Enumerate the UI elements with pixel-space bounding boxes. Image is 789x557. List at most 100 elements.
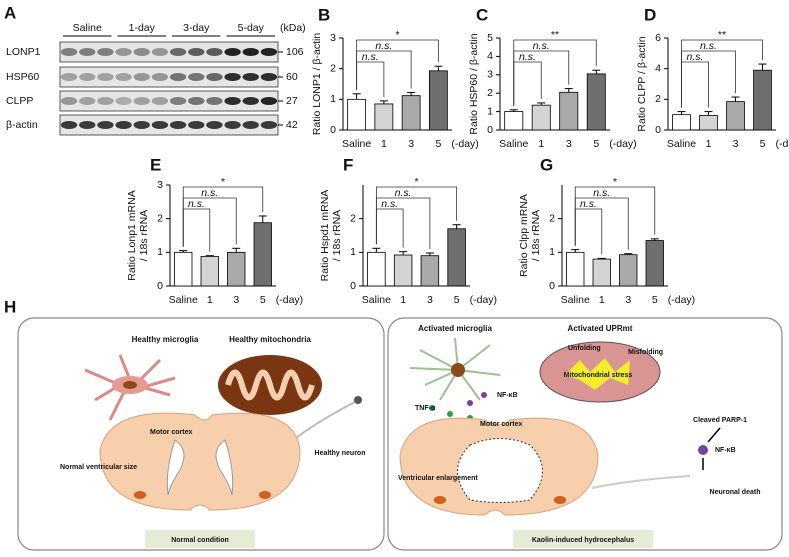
significance-label: n.s.	[201, 187, 218, 199]
nucleus	[123, 381, 137, 389]
blot-band	[169, 121, 187, 129]
blot-band	[115, 97, 132, 105]
diagram-label: Cleaved PARP-1	[693, 417, 747, 424]
significance-label: n.s.	[580, 198, 597, 210]
significance-label: n.s.	[395, 187, 412, 199]
x-tick-label: Saline	[499, 138, 528, 150]
blot-band	[97, 121, 114, 129]
diagram-label: Ventricular enlargement	[398, 475, 478, 482]
blot-band	[79, 73, 96, 81]
y-tick-label: 2	[157, 212, 163, 224]
blot-band	[206, 48, 223, 56]
x-tick-label: 5	[454, 294, 460, 306]
bar	[174, 251, 193, 287]
significance-label: **	[551, 29, 559, 41]
significance-label: n.s.	[375, 40, 392, 52]
ventricle	[166, 439, 234, 496]
panel-label: D	[644, 5, 656, 24]
bar	[504, 111, 524, 131]
blot-band	[242, 97, 259, 105]
blot-band	[115, 48, 132, 56]
right-schematic: Activated microglia Activated UPRmt Unfo…	[387, 317, 783, 551]
bar	[200, 255, 219, 287]
y-tick-label: 2	[330, 62, 336, 74]
y-tick-label: 4	[655, 62, 661, 74]
x-tick-label: 1	[599, 294, 605, 306]
x-tick-label: 1	[400, 294, 406, 306]
y-axis-label: / 18s rRNA	[138, 210, 150, 261]
y-axis-label: Ratio Hspd1 mRNA	[319, 190, 331, 282]
kda-label: 42	[286, 119, 298, 131]
blot-band	[206, 121, 223, 129]
y-tick-label: 6	[655, 32, 661, 44]
x-unit: (-day)	[668, 294, 695, 306]
blot-band	[206, 97, 223, 105]
significance-bracket	[574, 208, 603, 255]
significance-label: n.s.	[533, 40, 550, 52]
x-tick-label: 5	[652, 294, 658, 306]
western-blot: Saline 1-day 3-day 5-day LONP1 106 HSP60 60 CLPP…	[6, 22, 304, 136]
row-label: β-actin	[6, 119, 38, 131]
significance-bracket	[356, 61, 385, 97]
y-tick-label: 0	[549, 280, 555, 292]
blot-band	[151, 73, 169, 81]
blot-band	[115, 121, 132, 129]
nucleus	[451, 363, 465, 377]
blot-band	[224, 97, 241, 105]
group-label: 5-day	[238, 22, 265, 34]
row-label: HSP60	[6, 71, 39, 83]
x-tick-label: 3	[566, 138, 572, 150]
diagram-label: Motor cortex	[150, 429, 193, 436]
diagram-label: Activated microglia	[418, 324, 492, 333]
bar	[699, 115, 718, 131]
blot-band	[260, 48, 278, 56]
significance-label: n.s.	[519, 51, 536, 63]
significance-bracket	[681, 39, 763, 108]
diagram-label: Normal ventricular size	[60, 464, 137, 471]
blot-band	[260, 97, 278, 105]
blot-band	[169, 97, 187, 105]
diagram-label: Unfolding	[568, 345, 601, 352]
blot-band	[188, 73, 205, 81]
panel-label: G	[540, 155, 553, 174]
x-unit: (-day)	[470, 294, 497, 306]
y-axis-label: Ratio Lonp1 mRNA	[126, 190, 138, 280]
significance-bracket	[681, 61, 709, 108]
x-tick-label: 3	[233, 294, 239, 306]
bar	[726, 101, 745, 131]
blot-band	[188, 121, 205, 129]
panel-label: A	[4, 3, 16, 22]
brain-section	[99, 412, 301, 511]
diagram-label: Activated UPRmt	[568, 324, 633, 333]
panel-label: H	[4, 297, 16, 316]
row-label: CLPP	[6, 95, 33, 107]
blot-band	[260, 121, 278, 129]
group-label: Saline	[73, 22, 102, 34]
significance-bracket	[182, 186, 264, 247]
arrow	[707, 427, 721, 443]
blot-band	[79, 97, 96, 105]
axon	[295, 401, 356, 439]
spot	[134, 491, 146, 499]
blot-band	[224, 73, 241, 81]
y-tick-label: 2	[549, 212, 555, 224]
significance-label: **	[718, 29, 726, 41]
x-unit: (-day)	[776, 138, 789, 150]
y-tick-label: 3	[330, 32, 336, 44]
bar	[393, 254, 413, 287]
bar	[753, 69, 772, 131]
bar	[566, 251, 585, 287]
x-tick-label: Saline	[561, 294, 590, 306]
significance-bracket	[513, 61, 542, 106]
spot	[554, 496, 566, 504]
significance-label: n.s.	[188, 198, 205, 210]
kda-label: 60	[286, 71, 298, 83]
x-unit: (-day)	[276, 294, 303, 306]
neuron-icon	[354, 396, 362, 404]
spot	[259, 491, 271, 499]
microglia-icon	[409, 337, 501, 401]
blot-band	[206, 73, 223, 81]
panel-label: F	[343, 155, 353, 174]
x-tick-label: 1	[381, 138, 387, 150]
blot-band	[133, 73, 150, 81]
